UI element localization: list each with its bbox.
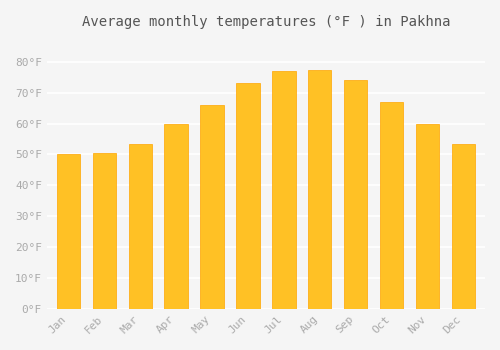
Bar: [200, 105, 224, 309]
Bar: [164, 124, 188, 309]
Title: Average monthly temperatures (°F ) in Pakhna: Average monthly temperatures (°F ) in Pa…: [82, 15, 450, 29]
Bar: [56, 154, 80, 309]
Bar: [272, 71, 295, 309]
Bar: [236, 83, 260, 309]
Bar: [452, 144, 475, 309]
Bar: [92, 153, 116, 309]
Bar: [344, 80, 368, 309]
Bar: [380, 102, 404, 309]
Bar: [308, 70, 332, 309]
Bar: [416, 124, 439, 309]
Bar: [128, 144, 152, 309]
